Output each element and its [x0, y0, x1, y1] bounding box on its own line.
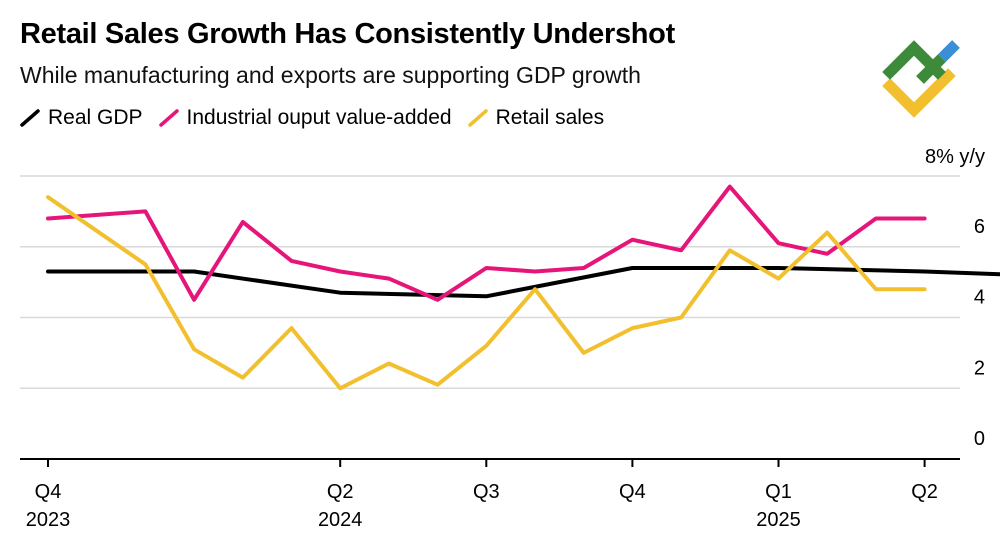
- x-axis-labels: Q4 2023 Q2 2024 Q3 Q4 Q1 2025 Q2: [26, 481, 938, 531]
- legend-item-gdp: Real GDP: [20, 106, 143, 130]
- x-tick-year-label-4: 2025: [756, 509, 801, 531]
- legend-swatch-gdp: [20, 109, 40, 127]
- x-tick-year-label-0: 2023: [26, 509, 71, 531]
- y-tick-label-6: 6: [974, 216, 985, 238]
- legend-swatch-industrial: [158, 109, 179, 127]
- x-tick-year-label-1: 2024: [318, 509, 363, 531]
- chart-title: Retail Sales Growth Has Consistently Und…: [20, 18, 675, 50]
- x-tick-label-3: Q4: [619, 481, 646, 503]
- legend-label-industrial: Industrial ouput value-added: [186, 106, 452, 129]
- x-tick-label-5: Q2: [911, 481, 938, 503]
- x-tick-label-1: Q2: [327, 481, 354, 503]
- legend: Real GDP Industrial ouput value-added Re…: [20, 106, 620, 130]
- series-line-retail: [46, 195, 927, 391]
- legend-label-gdp: Real GDP: [48, 106, 143, 129]
- x-tick-label-2: Q3: [473, 481, 500, 503]
- legend-swatch-retail: [467, 109, 488, 127]
- grid-lines: [20, 175, 960, 389]
- x-tick-label-4: Q1: [765, 481, 792, 503]
- x-tick-label-0: Q4: [35, 481, 62, 503]
- chart-subtitle: While manufacturing and exports are supp…: [20, 62, 641, 88]
- series-line-gdp: [46, 266, 1000, 299]
- y-tick-label-0: 0: [974, 428, 985, 450]
- series-lines: [46, 184, 1000, 391]
- legend-item-industrial: Industrial ouput value-added: [158, 106, 452, 130]
- y-axis-labels: 0 2 4 6 8% y/y: [925, 146, 985, 450]
- series-line-industrial: [46, 184, 927, 302]
- legend-item-retail: Retail sales: [467, 106, 605, 130]
- y-tick-label-2: 2: [974, 357, 985, 379]
- legend-label-retail: Retail sales: [495, 106, 605, 129]
- y-tick-label-4: 4: [974, 287, 985, 309]
- y-axis-unit-label: 8% y/y: [925, 146, 985, 168]
- x-axis: [20, 458, 960, 467]
- logo-icon: [882, 40, 960, 118]
